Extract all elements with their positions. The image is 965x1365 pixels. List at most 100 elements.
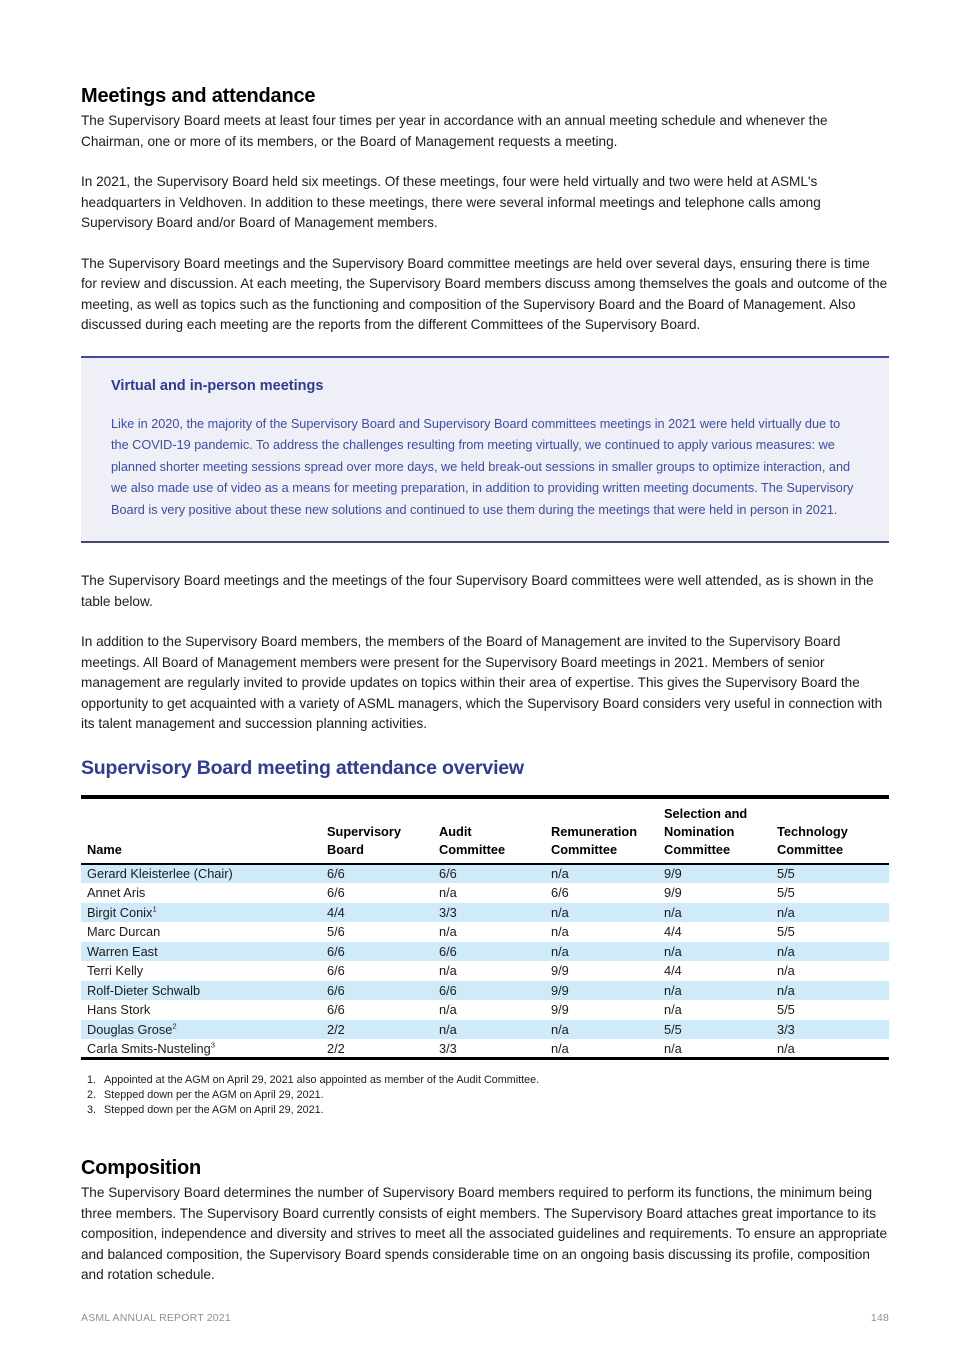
attendance-value: n/a (664, 904, 682, 920)
composition-paragraph: The Supervisory Board determines the num… (81, 1185, 888, 1282)
attendance-value: n/a (551, 924, 569, 940)
attendance-value: 9/9 (664, 866, 682, 882)
column-header: Remuneration Committee (551, 796, 664, 865)
attendance-value: n/a (664, 1002, 682, 1018)
member-name: Douglas Grose2 (87, 1021, 177, 1037)
member-name: Rolf-Dieter Schwalb (87, 982, 201, 998)
member-name: Annet Aris (87, 885, 146, 901)
meetings-heading: Meetings and attendance (81, 85, 316, 107)
table-row: Birgit Conix1 4/4 3/3 n/a n/a n/a (81, 902, 889, 922)
table-row: Marc Durcan 5/6 n/a n/a 4/4 5/5 (81, 922, 889, 942)
attendance-value: 6/6 (327, 1002, 345, 1018)
attendance-overview-heading: Supervisory Board meeting attendance ove… (81, 756, 524, 779)
footnote-number: 3. (87, 1104, 97, 1116)
attendance-table-header-row: Name Supervisory Board Audit Committee Remu… (81, 796, 889, 865)
attendance-value: 3/3 (777, 1021, 795, 1037)
attendance-value: 2/2 (327, 1040, 345, 1056)
infobox-title: Virtual and in-person meetings (111, 377, 324, 394)
attendance-value: n/a (551, 1021, 569, 1037)
footnote-text: Stepped down per the AGM on April 29, 20… (104, 1089, 324, 1101)
page-content: Meetings and attendance The Supervisory … (81, 84, 889, 1306)
attendance-intro-paragraph: The Supervisory Board meetings and the m… (81, 573, 874, 609)
footnote: 1. Appointed at the AGM on April 29, 2021… (81, 1073, 889, 1088)
footnote-number: 1. (87, 1074, 97, 1086)
table-row: Annet Aris 6/6 n/a 6/6 9/9 5/5 (81, 883, 889, 903)
attendance-value: 9/9 (551, 982, 569, 998)
attendance-value: 6/6 (327, 885, 345, 901)
member-name: Terri Kelly (87, 963, 144, 979)
column-header: Selection and Nomination Committee (664, 796, 777, 865)
footer-report-title: ASML ANNUAL REPORT 2021 (81, 1312, 231, 1324)
attendance-value: 6/6 (327, 943, 345, 959)
infobox-body: Like in 2020, the majority of the Superv… (111, 416, 854, 517)
attendance-value: n/a (664, 982, 682, 998)
attendance-value: 9/9 (551, 963, 569, 979)
attendance-table-body: Gerard Kleisterlee (Chair) 6/6 6/6 n/a 9/9 5/… (81, 863, 889, 1059)
attendance-value: 4/4 (327, 904, 345, 920)
meetings-paragraph-2: In 2021, the Supervisory Board held six … (81, 174, 821, 230)
attendance-value: n/a (551, 866, 569, 882)
attendance-value: 4/4 (664, 963, 682, 979)
footnote-marker: 1 (152, 904, 157, 914)
footnote: 3. Stepped down per the AGM on April 29, … (81, 1103, 889, 1118)
attendance-value: n/a (777, 963, 795, 979)
column-header: Audit Committee (439, 796, 551, 865)
attendance-value: n/a (439, 1021, 457, 1037)
attendance-value: 5/5 (777, 1002, 795, 1018)
table-row: Hans Stork 6/6 n/a 9/9 n/a 5/5 (81, 1000, 889, 1020)
attendance-value: n/a (551, 904, 569, 920)
attendance-value: 5/5 (664, 1021, 682, 1037)
attendance-value: n/a (777, 904, 795, 920)
attendance-value: n/a (777, 982, 795, 998)
column-header: Name (81, 796, 327, 865)
attendance-value: 6/6 (327, 963, 345, 979)
attendance-value: 6/6 (439, 943, 457, 959)
footnote-list: 1. Appointed at the AGM on April 29, 2021… (81, 1073, 889, 1118)
member-name: Hans Stork (87, 1002, 151, 1018)
attendance-value: 5/5 (777, 866, 795, 882)
table-row: Gerard Kleisterlee (Chair) 6/6 6/6 n/a 9/9 5/… (81, 863, 889, 883)
attendance-value: n/a (439, 924, 457, 940)
attendance-value: n/a (439, 1002, 457, 1018)
attendance-value: n/a (664, 943, 682, 959)
attendance-value: 2/2 (327, 1021, 345, 1037)
table-row: Terri Kelly 6/6 n/a 9/9 4/4 n/a (81, 961, 889, 981)
attendance-value: n/a (777, 943, 795, 959)
footnote-marker: 3 (210, 1040, 216, 1050)
footnote-text: Appointed at the AGM on April 29, 2021 a… (104, 1074, 540, 1086)
attendance-value: n/a (551, 943, 569, 959)
attendance-value: 6/6 (327, 866, 345, 882)
attendance-value: n/a (439, 963, 457, 979)
attendance-value: 9/9 (551, 1002, 569, 1018)
member-name: Gerard Kleisterlee (Chair) (87, 866, 233, 882)
attendance-value: 9/9 (664, 885, 682, 901)
footnote-number: 2. (87, 1089, 97, 1101)
attendance-value: 4/4 (664, 924, 682, 940)
attendance-value: n/a (777, 1040, 795, 1056)
column-header: Technology Committee (777, 796, 889, 865)
member-name: Warren East (87, 943, 158, 959)
member-name: Birgit Conix1 (87, 904, 157, 920)
attendance-value: 6/6 (327, 982, 345, 998)
table-row: Rolf-Dieter Schwalb 6/6 6/6 9/9 n/a n/a (81, 980, 889, 1000)
attendance-value: 6/6 (439, 866, 457, 882)
attendance-value: n/a (551, 1040, 569, 1056)
management-invited-paragraph: In addition to the Supervisory Board mem… (81, 634, 883, 731)
attendance-value: 5/6 (327, 924, 345, 940)
member-name: Marc Durcan (87, 924, 161, 940)
footer-page-number: 148 (870, 1312, 889, 1324)
footnote: 2. Stepped down per the AGM on April 29, … (81, 1088, 889, 1103)
attendance-table: Name Supervisory Board Audit Committee Remu… (81, 794, 889, 1060)
meetings-paragraph-3: The Supervisory Board meetings and the S… (81, 255, 888, 333)
member-name: Carla Smits-Nusteling3 (87, 1040, 216, 1056)
attendance-value: 3/3 (439, 1040, 457, 1056)
attendance-value: 5/5 (777, 924, 795, 940)
footnote-text: Stepped down per the AGM on April 29, 20… (104, 1104, 324, 1116)
meetings-paragraph-1: The Supervisory Board meets at least fou… (81, 113, 828, 149)
attendance-value: n/a (439, 885, 457, 901)
table-row: Warren East 6/6 6/6 n/a n/a n/a (81, 941, 889, 961)
page-footer: ASML ANNUAL REPORT 2021 148 (81, 1312, 889, 1324)
attendance-value: 5/5 (777, 885, 795, 901)
column-header: Supervisory Board (327, 796, 439, 865)
